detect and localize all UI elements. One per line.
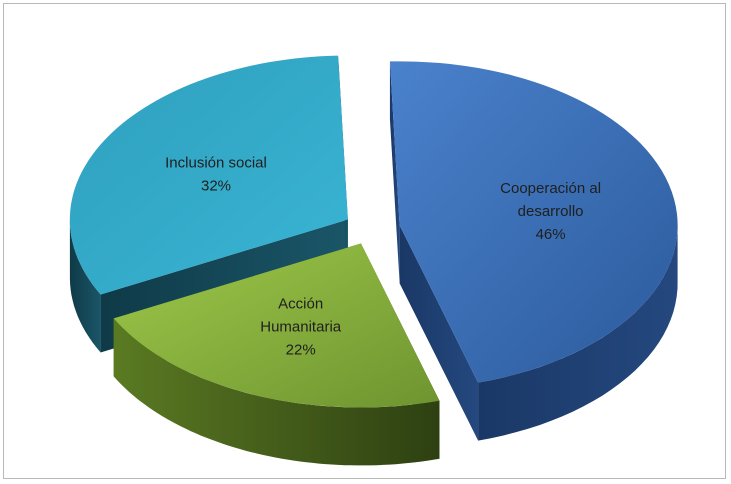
slice-name: Humanitaria	[260, 318, 342, 335]
slice-label-2: Inclusión social 32%	[165, 154, 267, 194]
pie-slice-top	[69, 55, 348, 295]
pie-slice-side	[69, 220, 101, 353]
slice-label-0: Cooperación al desarrollo 46%	[500, 180, 601, 243]
slice-name: Acción	[278, 295, 323, 312]
slice-name: desarrollo	[518, 203, 584, 220]
pie-slice-side	[478, 222, 678, 441]
slice-name: Inclusión social	[165, 154, 267, 171]
pie-slice-1	[113, 243, 440, 466]
slice-percent: 22%	[286, 341, 316, 358]
pie-slice-wall	[389, 61, 400, 284]
pie-slice-wall	[399, 225, 479, 441]
slice-percent: 46%	[536, 226, 566, 243]
pie-slice-side	[113, 318, 440, 466]
slice-percent: 32%	[201, 177, 231, 194]
pie-slice-top	[389, 61, 678, 383]
slice-label-1: Acción Humanitaria 22%	[260, 295, 342, 358]
pie-slice-0	[389, 61, 678, 441]
pie-slice-top	[113, 243, 440, 408]
slice-name: Cooperación al	[500, 180, 601, 197]
